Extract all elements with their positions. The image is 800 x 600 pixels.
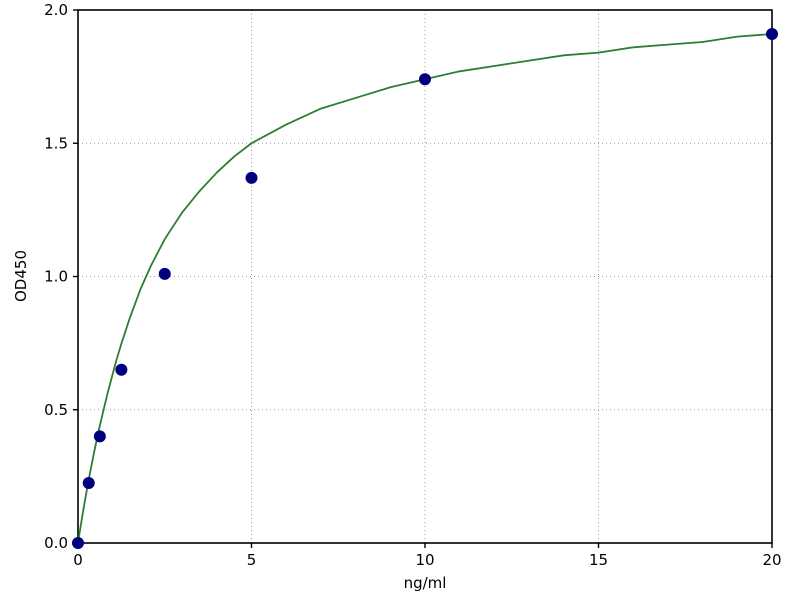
y-tick-label: 1.0: [44, 268, 68, 286]
data-point: [418, 73, 431, 86]
data-point: [766, 27, 779, 40]
data-point: [82, 477, 95, 490]
y-tick-label: 0.5: [44, 401, 68, 419]
x-tick-labels: 0 5 10 15 20: [73, 551, 781, 569]
data-point-markers: [72, 27, 779, 550]
y-axis-label: OD450: [12, 250, 30, 302]
x-tick-label: 15: [589, 551, 608, 569]
data-point: [93, 430, 106, 443]
y-tick-label: 1.5: [44, 134, 68, 152]
y-tick-labels: 0.0 0.5 1.0 1.5 2.0: [44, 1, 68, 552]
x-axis-label: ng/ml: [404, 574, 447, 592]
y-tick-label: 0.0: [44, 534, 68, 552]
tick-marks: [73, 9, 773, 548]
y-tick-label: 2.0: [44, 1, 68, 19]
data-point: [158, 267, 171, 280]
x-tick-label: 0: [73, 551, 83, 569]
data-point: [72, 537, 85, 550]
data-point: [115, 363, 128, 376]
gridlines: [78, 10, 772, 543]
fitted-curve: [77, 33, 773, 544]
x-tick-label: 10: [415, 551, 434, 569]
x-tick-label: 5: [247, 551, 257, 569]
x-tick-label: 20: [762, 551, 781, 569]
data-point: [245, 171, 258, 184]
curve-path: [77, 33, 773, 544]
